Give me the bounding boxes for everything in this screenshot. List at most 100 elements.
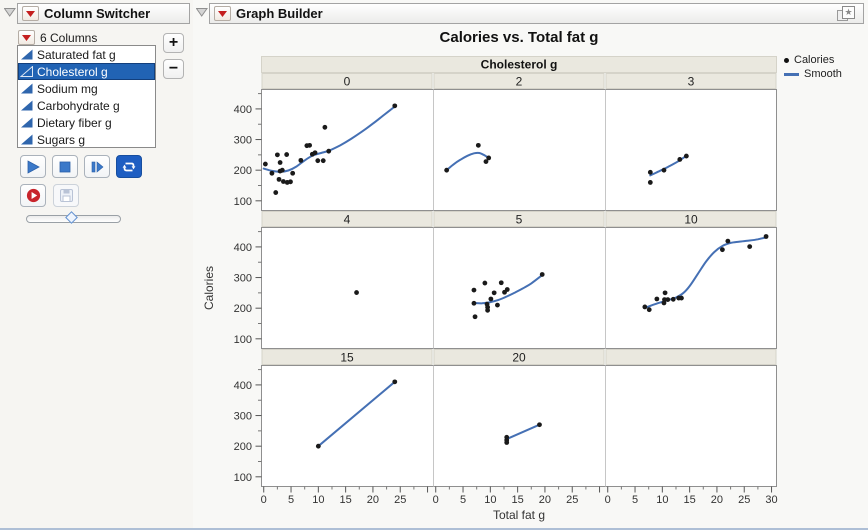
legend-item-smooth[interactable]: Smooth [784, 67, 842, 81]
column-item[interactable]: Sugars g [18, 131, 155, 148]
data-point[interactable] [277, 160, 283, 165]
data-point[interactable] [326, 148, 332, 154]
data-point[interactable] [498, 280, 504, 286]
red-menu-button[interactable] [18, 30, 35, 45]
data-point[interactable] [646, 307, 652, 313]
disclosure-triangle-icon[interactable] [4, 8, 16, 17]
data-point[interactable] [290, 170, 296, 176]
data-point[interactable] [475, 142, 481, 148]
data-point[interactable] [491, 290, 497, 296]
red-menu-button[interactable] [22, 6, 39, 21]
data-point[interactable] [647, 169, 653, 175]
data-point[interactable] [471, 287, 477, 293]
play-button[interactable] [20, 155, 46, 178]
data-point[interactable] [647, 180, 653, 185]
data-point[interactable] [392, 103, 398, 109]
data-point[interactable] [471, 300, 477, 306]
x-tick-label: 25 [394, 494, 406, 506]
column-item[interactable]: Sodium mg [18, 80, 155, 97]
data-point[interactable] [273, 190, 279, 195]
continuous-column-icon [21, 100, 33, 111]
layered-star-icon[interactable]: ★ [837, 6, 857, 23]
data-point[interactable] [354, 290, 359, 295]
column-switcher-header: Column Switcher [17, 3, 190, 24]
disclosure-triangle-icon[interactable] [196, 8, 208, 17]
step-button[interactable] [84, 155, 110, 178]
x-tick-label: 0 [433, 494, 439, 506]
data-point[interactable] [642, 304, 648, 310]
data-point[interactable] [677, 157, 683, 162]
stop-button[interactable] [52, 155, 78, 178]
column-list[interactable]: Saturated fat g Cholesterol g Sodium mg Car… [17, 45, 156, 148]
data-point[interactable] [485, 307, 491, 313]
data-point[interactable] [747, 244, 753, 250]
data-point[interactable] [719, 247, 725, 253]
data-point[interactable] [670, 296, 676, 302]
data-point[interactable] [307, 142, 312, 148]
red-menu-button[interactable] [214, 6, 231, 21]
data-point[interactable] [654, 296, 660, 302]
record-icon [26, 188, 40, 203]
column-item-label: Sugars g [37, 132, 86, 147]
data-point[interactable] [274, 152, 280, 158]
remove-column-button[interactable]: − [163, 59, 184, 79]
y-tick-label: 200 [234, 441, 252, 453]
data-point[interactable] [392, 379, 398, 385]
facet-label: 20 [512, 351, 526, 365]
column-item[interactable]: Cholesterol g [18, 63, 155, 80]
data-point[interactable] [486, 155, 492, 161]
data-point[interactable] [472, 314, 478, 320]
data-point[interactable] [315, 158, 321, 164]
loop-button[interactable] [116, 155, 142, 178]
data-point[interactable] [320, 158, 326, 164]
data-point[interactable] [284, 152, 290, 157]
data-point[interactable] [276, 176, 282, 182]
save-button[interactable] [53, 184, 79, 207]
column-item[interactable]: Carbohydrate g [18, 97, 155, 114]
data-point[interactable] [488, 296, 494, 302]
data-point[interactable] [763, 234, 769, 239]
plot-area[interactable] [261, 89, 777, 211]
data-point[interactable] [279, 167, 285, 173]
plus-icon: + [168, 34, 179, 51]
data-point[interactable] [537, 422, 542, 428]
data-point[interactable] [665, 297, 671, 302]
line-marker-icon [784, 72, 799, 76]
legend-item-calories[interactable]: Calories [784, 53, 842, 67]
data-point[interactable] [269, 170, 275, 176]
window-bottom-edge [0, 528, 868, 530]
data-point[interactable] [298, 157, 304, 163]
plot-area[interactable] [261, 227, 777, 349]
data-point[interactable] [725, 238, 731, 244]
data-point[interactable] [504, 440, 510, 445]
data-point[interactable] [322, 124, 328, 130]
data-point[interactable] [315, 443, 321, 449]
animation-speed-slider[interactable] [26, 211, 121, 224]
add-column-button[interactable]: + [163, 33, 184, 53]
data-point[interactable] [679, 295, 684, 301]
data-point[interactable] [539, 272, 545, 277]
data-point[interactable] [482, 280, 488, 286]
data-point[interactable] [683, 153, 689, 159]
loop-icon [122, 162, 136, 171]
data-point[interactable] [280, 179, 286, 184]
column-item[interactable]: Dietary fiber g [18, 114, 155, 131]
data-point[interactable] [444, 167, 450, 173]
slider-thumb[interactable] [64, 211, 78, 224]
data-point[interactable] [504, 287, 510, 292]
facet-group-header [261, 56, 777, 73]
data-point[interactable] [483, 159, 489, 165]
x-tick-label: 15 [340, 494, 352, 506]
transport-controls [20, 155, 142, 178]
data-point[interactable] [661, 167, 667, 173]
plot-area[interactable] [261, 365, 777, 487]
data-point[interactable] [662, 290, 668, 296]
x-tick-label: 20 [711, 494, 723, 506]
column-item[interactable]: Saturated fat g [18, 46, 155, 63]
data-point[interactable] [262, 161, 268, 167]
record-button[interactable] [20, 184, 46, 207]
data-point[interactable] [495, 302, 500, 308]
data-point[interactable] [288, 179, 293, 185]
data-point[interactable] [312, 150, 318, 156]
